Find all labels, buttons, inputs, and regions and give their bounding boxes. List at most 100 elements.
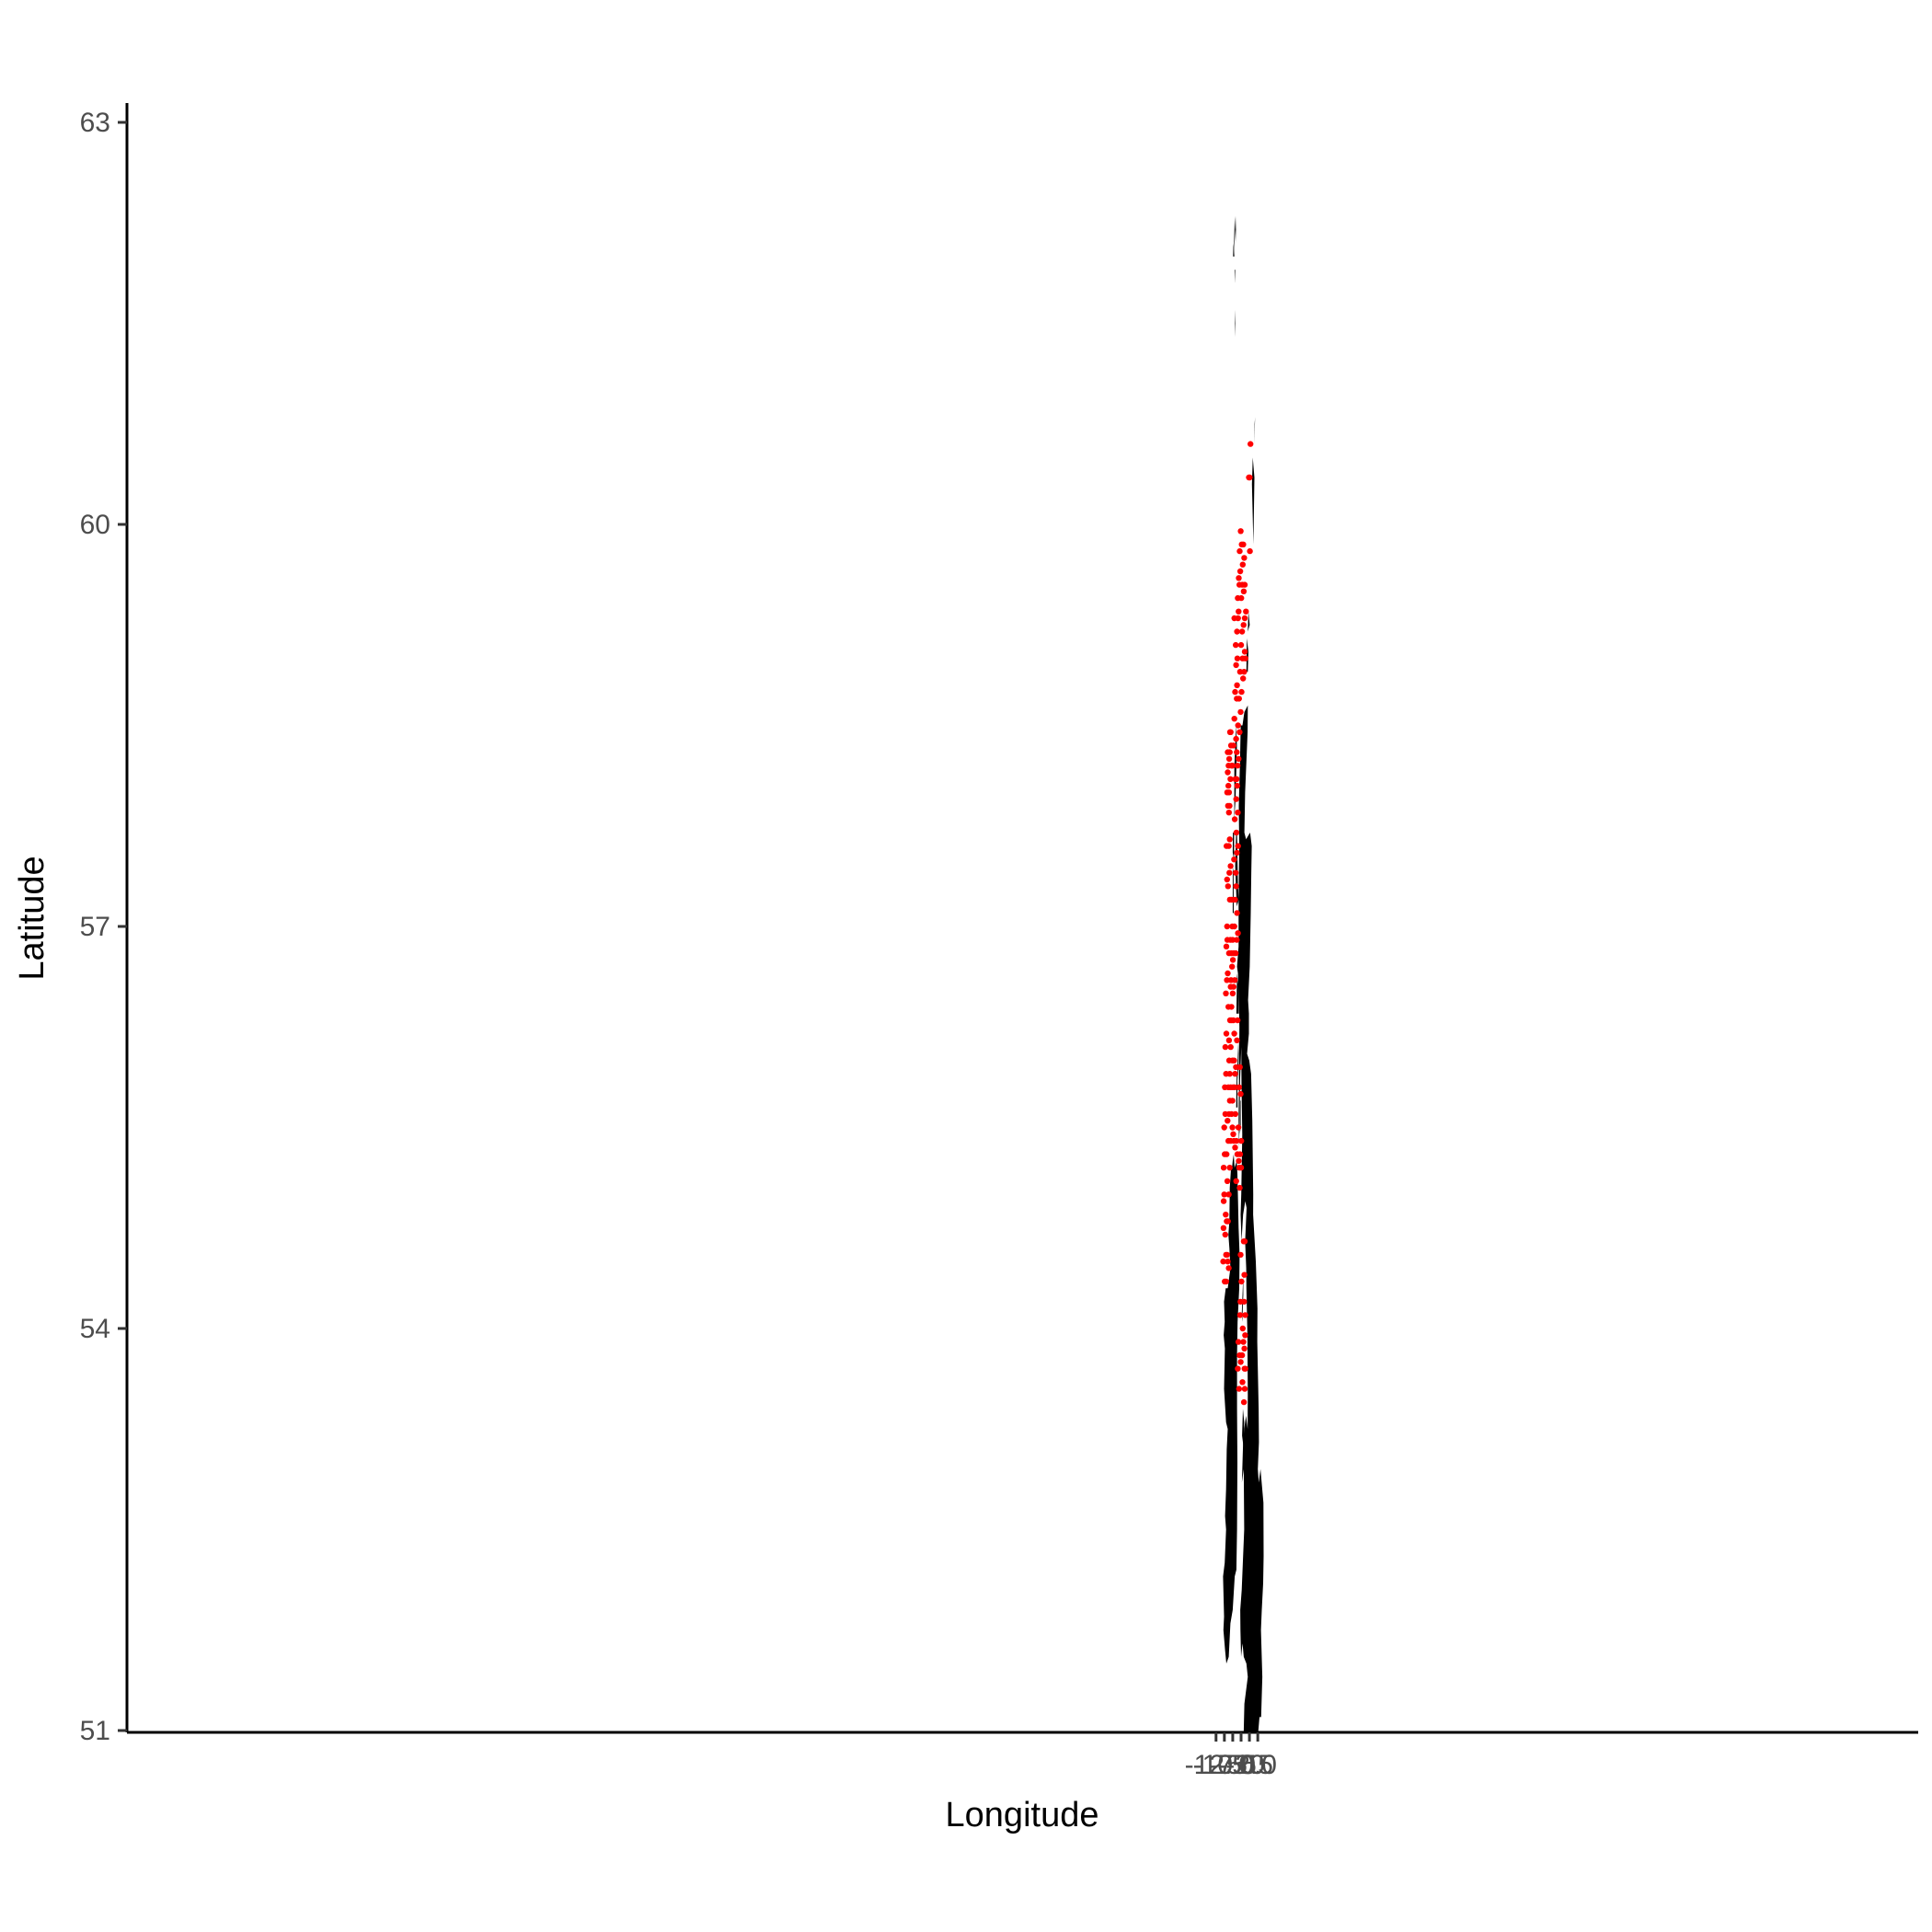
land-orkney-north [1248,611,1250,632]
observation-point [1225,749,1231,755]
observation-point [1229,990,1236,997]
land-orkney-mainland [1246,638,1248,673]
observation-point [1227,729,1234,735]
observation-point [1229,923,1236,930]
land-great-britain [1236,705,1264,1732]
land-lewis-harris [1234,725,1237,820]
observation-point [1233,1178,1239,1185]
observation-point [1238,1137,1245,1144]
observation-point [1229,957,1236,963]
observation-point [1223,990,1229,997]
observation-point [1224,843,1230,849]
observation-point [1220,1225,1227,1232]
observation-point [1220,1165,1227,1171]
land-anglesey [1242,1409,1245,1450]
y-tick-label: 51 [80,1716,110,1746]
observation-point [1231,716,1237,722]
observation-point [1225,755,1233,763]
observation-point [1233,829,1240,836]
observation-point [1234,682,1240,688]
observation-point [1225,1057,1233,1064]
observation-point [1225,1118,1231,1124]
observation-point [1221,1191,1227,1198]
observation-point [1236,547,1243,555]
observation-point [1224,1178,1231,1185]
observation-point [1234,1037,1240,1044]
observation-point [1231,857,1237,863]
observation-point [1235,1365,1241,1372]
observation-point [1241,1345,1248,1352]
x-tick-label: -12.5 [1185,1750,1248,1780]
observation-point [1224,977,1230,983]
observation-point [1233,641,1239,649]
land-shetland [1251,457,1255,545]
observation-point [1240,622,1247,628]
observation-point [1229,963,1236,970]
observation-point [1238,628,1246,635]
observation-point [1220,1259,1226,1265]
observation-point [1225,1259,1231,1265]
observation-point [1235,1339,1242,1345]
observation-point [1236,1184,1243,1191]
x-tick-label: -5.0 [1217,1750,1265,1780]
land-faroe-suduroy [1235,309,1236,338]
x-axis-title: Longitude [946,1796,1099,1834]
observation-point [1232,688,1238,696]
land-faroe-sandoy [1234,270,1236,283]
observation-point [1235,810,1241,816]
land-unst [1254,417,1256,444]
observation-point [1237,1298,1244,1305]
observation-point [1236,608,1242,615]
land-north-uist [1232,833,1235,860]
observation-point [1227,1043,1234,1051]
observation-point [1230,742,1236,749]
observation-point [1235,763,1241,769]
observation-point [1229,937,1236,943]
land-faroe-streymoy [1234,216,1236,257]
observation-point [1228,949,1235,957]
observation-point [1237,528,1244,535]
observation-point [1235,843,1241,849]
observation-point [1233,796,1239,802]
y-tick-label: 54 [80,1314,110,1344]
observation-point [1230,983,1237,990]
observation-point [1248,441,1254,447]
observation-point [1222,1231,1229,1238]
observation-point [1241,1365,1248,1372]
observation-point [1234,628,1240,635]
observation-point [1222,1084,1228,1091]
observation-point [1233,869,1239,876]
observation-point [1241,1271,1248,1278]
observation-point [1240,541,1247,547]
observation-point [1235,930,1241,937]
observation-point [1226,1071,1233,1077]
observation-point [1238,594,1245,602]
observation-point [1232,1144,1238,1151]
observation-point [1236,575,1242,581]
x-tick-label: -2.5 [1225,1750,1273,1780]
observation-point [1228,1110,1235,1118]
observation-point [1236,568,1244,575]
observation-point [1223,943,1230,950]
x-tick-label: 0.0 [1238,1750,1277,1780]
observation-point [1239,561,1247,568]
observation-point [1236,1151,1244,1157]
observation-point [1230,1131,1236,1138]
observation-point [1242,1332,1248,1339]
observation-point [1225,1037,1233,1044]
observation-point [1225,1191,1232,1198]
observation-point [1224,876,1231,883]
observation-point [1236,1084,1243,1091]
observation-point [1240,675,1247,682]
observation-point [1237,1090,1244,1098]
observation-point [1226,836,1233,843]
observation-point [1221,1124,1227,1131]
observation-point [1234,937,1240,943]
y-tick-label: 63 [80,108,110,138]
observation-point [1236,1157,1242,1165]
y-axis-title: Latitude [13,856,52,980]
observation-point [1235,722,1241,729]
observation-point [1229,1098,1236,1104]
observation-point [1226,802,1233,810]
observation-point [1224,937,1231,943]
